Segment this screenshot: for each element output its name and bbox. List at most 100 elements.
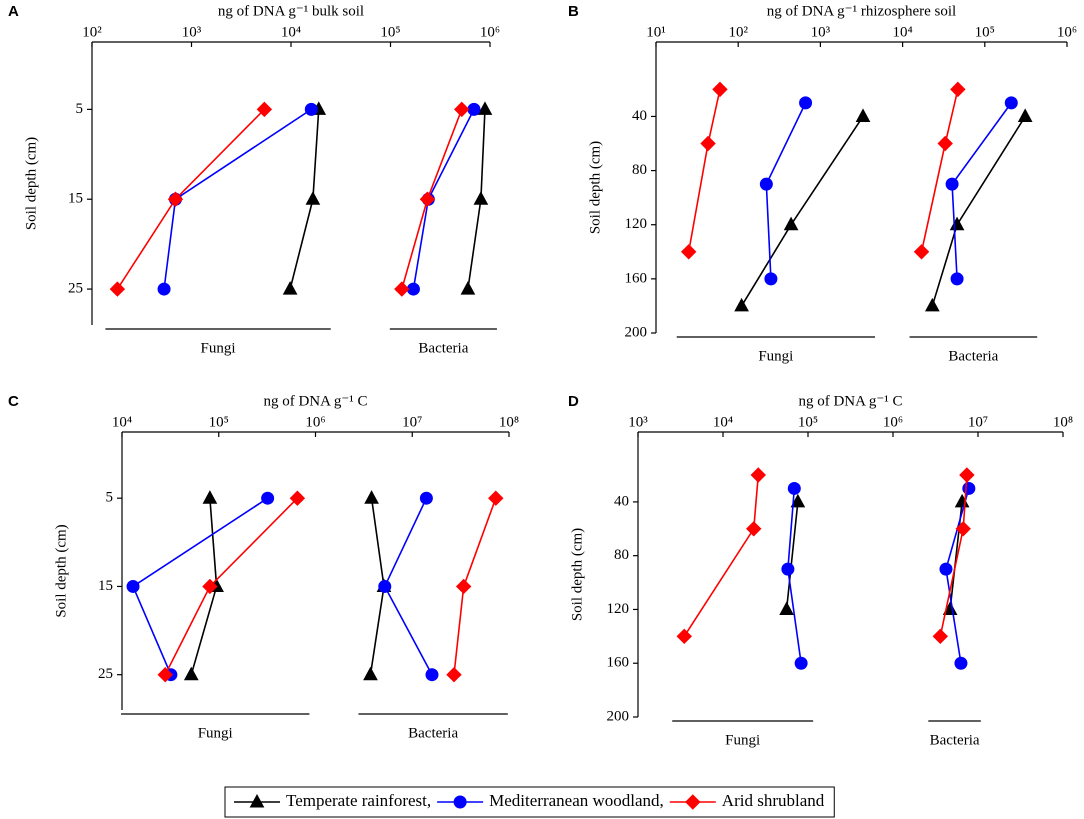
y-axis-title: Soil depth (cm) [587,141,603,234]
series-line [683,474,760,637]
x-tick-label: 10⁴ [713,414,733,430]
marker [453,795,467,809]
marker [425,668,439,682]
legend-label: Mediterranean woodland, [489,791,664,810]
x-tick-label: 10⁷ [402,414,422,430]
x-tick-label: 10² [82,24,102,40]
series-line [945,488,970,664]
y-tick-label: 80 [632,162,647,178]
marker [954,656,968,670]
marker [781,562,795,576]
marker [950,272,964,286]
marker [364,490,379,504]
marker [685,794,701,810]
group-label: Fungi [198,725,233,741]
y-tick-label: 160 [625,270,648,286]
x-tick-label: 10⁸ [499,414,519,430]
x-tick-label: 10³ [182,24,202,40]
marker [473,191,489,205]
marker [794,656,808,670]
panel-letter: D [568,393,579,410]
series-line [132,497,269,676]
y-axis-title: Soil depth (cm) [23,137,39,230]
marker [157,282,171,296]
marker [962,481,976,495]
marker [746,521,762,537]
x-tick-label: 10⁴ [281,24,301,40]
panel-letter: A [8,3,19,20]
x-tick-label: 10⁵ [209,414,229,430]
marker [363,666,378,681]
marker [949,216,965,231]
marker [477,101,493,115]
x-axis-title: ng of DNA g⁻¹ C [263,393,367,409]
marker [959,467,975,483]
marker [261,491,275,505]
y-tick-label: 15 [68,191,83,207]
marker [779,601,794,615]
legend-label: Arid shrubland [722,791,825,810]
y-tick-label: 200 [625,324,648,340]
x-tick-label: 10⁵ [798,414,818,430]
y-tick-label: 120 [607,601,630,617]
series-line [740,115,864,307]
y-axis-title: Soil depth (cm) [569,528,585,621]
marker [924,297,940,312]
marker [256,101,273,118]
y-tick-label: 200 [607,708,630,724]
series-line [116,108,265,290]
marker [305,191,321,205]
marker [419,191,436,207]
y-tick-label: 120 [625,216,648,232]
y-tick-label: 5 [106,490,114,506]
marker [1017,108,1033,122]
marker [1004,96,1018,110]
marker [394,281,410,297]
x-tick-label: 10³ [628,414,648,430]
marker [799,96,813,110]
series-line [765,102,807,279]
x-tick-label: 10⁵ [975,24,995,40]
marker [446,666,462,683]
marker [937,135,953,152]
marker [460,281,476,295]
marker [764,272,778,286]
x-tick-label: 10⁶ [1057,24,1077,40]
group-label: Bacteria [930,732,980,748]
x-tick-label: 10³ [811,24,831,40]
y-tick-label: 80 [614,547,629,563]
marker [488,490,504,506]
marker [750,467,766,483]
y-tick-label: 5 [76,101,84,117]
marker [282,281,298,295]
series-line [687,89,721,252]
marker [734,297,749,312]
marker [126,579,140,593]
y-axis-title: Soil depth (cm) [53,524,69,617]
legend-box [224,786,835,818]
y-tick-label: 25 [68,281,83,297]
marker [676,628,692,645]
marker [945,177,959,191]
marker [783,216,799,231]
legend-label: Temperate rainforest, [286,791,431,810]
x-tick-label: 10⁴ [892,24,912,40]
marker [202,490,218,504]
marker [939,562,953,576]
x-tick-label: 10² [728,24,748,40]
x-axis-title: ng of DNA g⁻¹ bulk soil [218,3,364,19]
series-line [785,501,799,610]
marker [167,191,184,207]
panel-letter: C [8,393,19,410]
marker [932,628,948,645]
marker [787,481,801,495]
group-label: Fungi [758,348,793,364]
marker [304,102,318,116]
group-label: Bacteria [418,340,468,356]
x-tick-label: 10⁶ [883,414,903,430]
y-tick-label: 40 [632,108,647,124]
marker [712,81,728,98]
marker [249,793,265,808]
y-tick-label: 25 [98,666,113,682]
marker [790,493,806,508]
